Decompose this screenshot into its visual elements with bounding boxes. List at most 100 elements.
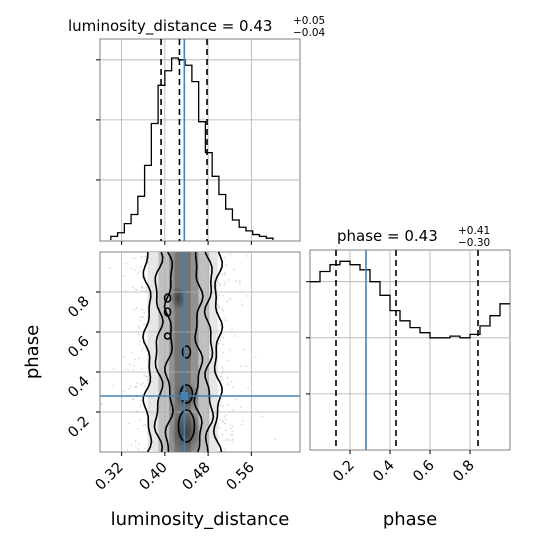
joint-sample-point (229, 253, 232, 256)
joint-sample-point (139, 404, 142, 407)
x-axis-label-phase: phase (383, 509, 437, 530)
joint-sample-point (219, 339, 222, 342)
y-tick-label-0.4: 0.4 (65, 374, 93, 402)
y-tick-label-0.8: 0.8 (65, 294, 93, 322)
x-axis-label-luminosity-distance: luminosity_distance (111, 509, 290, 530)
joint-sample-point (233, 268, 236, 271)
phase-x-tick-label-0.2: 0.2 (330, 458, 358, 486)
joint-sample-point (222, 310, 224, 312)
joint-sample-point (141, 256, 144, 259)
joint-sample-point (217, 297, 220, 299)
joint-sample-point (140, 266, 142, 268)
joint-sample-point (246, 254, 248, 257)
joint-sample-point (139, 399, 142, 402)
joint-sample-point (100, 403, 103, 405)
joint-sample-point (224, 280, 227, 283)
joint-sample-point (218, 426, 221, 429)
joint-sample-point (112, 384, 115, 387)
joint-sample-point (136, 272, 139, 275)
joint-sample-point (226, 438, 229, 441)
phase-x-tick-label-0.4: 0.4 (370, 458, 398, 486)
joint-sample-point (124, 290, 127, 292)
joint-sample-point (130, 444, 133, 447)
luminosity-distance-histogram-step (110, 57, 274, 240)
joint-sample-point (132, 398, 135, 401)
phase-title: phase = 0.43 (337, 227, 438, 245)
joint-sample-point (122, 275, 125, 278)
joint-sample-point (247, 387, 250, 389)
joint-sample-point (274, 438, 277, 440)
joint-sample-point (138, 357, 140, 360)
joint-sample-point (133, 308, 136, 311)
joint-sample-point (145, 349, 148, 352)
joint-sample-point (222, 351, 225, 354)
phase-x-tick-label-0.6: 0.6 (410, 458, 438, 486)
joint-sample-point (130, 267, 133, 270)
joint-sample-point (218, 342, 221, 345)
joint-sample-point (144, 255, 147, 258)
luminosity-distance-quantile-lines (160, 39, 208, 241)
joint-sample-point (219, 285, 221, 287)
joint-sample-point (138, 270, 141, 272)
joint-sample-point (239, 282, 242, 285)
luminosity-distance-histogram-panel: luminosity_distance = 0.43 +0.05 −0.04 (68, 15, 325, 245)
joint-sample-point (137, 333, 140, 336)
joint-sample-point (134, 440, 137, 443)
joint-sample-point (145, 286, 148, 289)
joint-sample-point (128, 422, 131, 425)
joint-sample-point (231, 409, 234, 411)
joint-sample-point (135, 410, 138, 412)
phase-title-lower: −0.30 (458, 237, 490, 249)
joint-sample-point (231, 433, 233, 436)
contour-island (163, 307, 172, 317)
joint-sample-point (246, 295, 249, 297)
joint-sample-point (217, 389, 220, 392)
joint-sample-point (238, 280, 241, 282)
joint-sample-point (243, 348, 246, 351)
joint-sample-point (227, 359, 230, 362)
joint-sample-point (144, 447, 147, 450)
joint-sample-point (242, 420, 244, 422)
x-tick-label-0.40: 0.40 (137, 460, 171, 494)
joint-sample-point (217, 436, 220, 439)
joint-sample-point (233, 335, 236, 338)
joint-contour-lines (142, 252, 224, 452)
joint-sample-point (143, 323, 145, 326)
joint-sample-point (223, 257, 226, 259)
phase-histogram-frame (309, 249, 511, 451)
joint-sample-point (138, 340, 141, 343)
joint-sample-point (221, 366, 224, 369)
contour-inner-line (193, 252, 204, 452)
joint-sample-point (230, 381, 233, 383)
joint-sample-point (223, 283, 226, 286)
joint-sample-point (231, 328, 233, 331)
joint-sample-point (223, 422, 226, 425)
joint-sample-point (240, 423, 243, 426)
joint-sample-point (220, 401, 223, 404)
joint-sample-point (219, 418, 222, 421)
joint-sample-point (131, 286, 134, 288)
joint-sample-point (231, 430, 234, 432)
joint-sample-point (135, 307, 138, 309)
joint-sample-point (127, 387, 130, 390)
y-tick-label-0.6: 0.6 (65, 334, 93, 362)
joint-sample-point (219, 324, 221, 326)
joint-y-ticks (96, 291, 100, 413)
contour-middle-line (153, 252, 164, 452)
joint-sample-point (100, 434, 102, 437)
joint-x-ticks (121, 452, 252, 456)
joint-sample-point (143, 373, 146, 376)
joint-sample-point (226, 376, 229, 379)
joint-sample-point (223, 273, 226, 276)
joint-sample-point (221, 421, 224, 424)
phase-histogram-step (310, 260, 510, 339)
joint-sample-point (231, 386, 234, 389)
joint-sample-point (140, 255, 142, 258)
joint-sample-point (222, 294, 225, 297)
joint-sample-point (141, 275, 144, 278)
joint-sample-point (225, 429, 228, 432)
joint-sample-point (138, 319, 141, 322)
contour-outer-line (212, 252, 224, 452)
x-tick-label-0.56: 0.56 (224, 460, 258, 494)
contour-island (181, 345, 192, 359)
